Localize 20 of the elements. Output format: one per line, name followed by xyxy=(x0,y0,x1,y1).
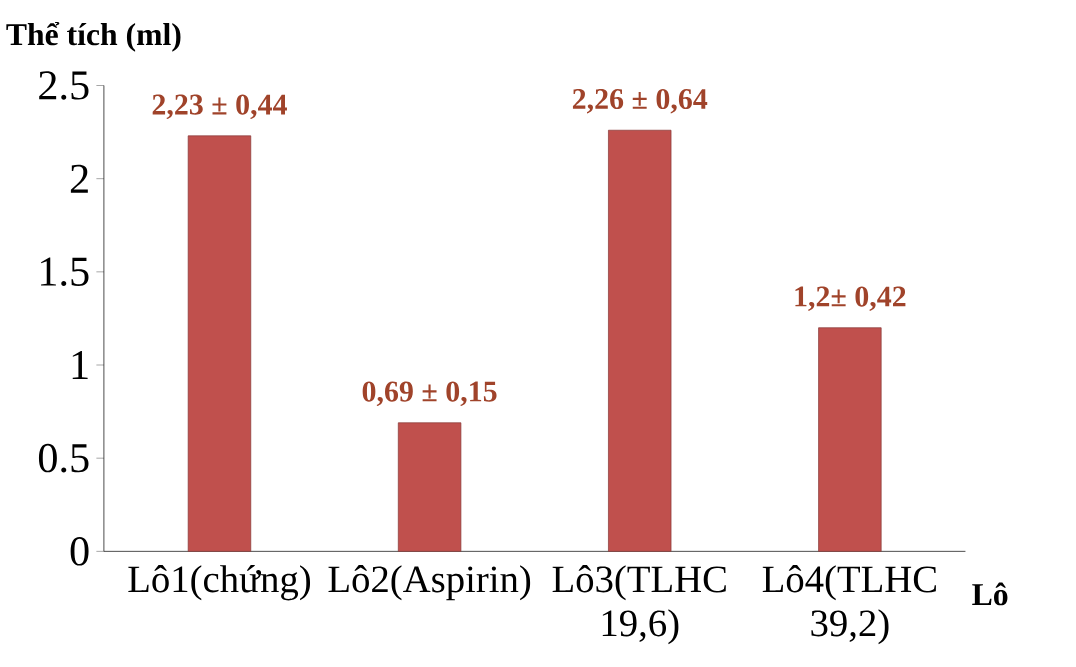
bar xyxy=(608,129,672,552)
x-tick-label: Lô1(chứng) xyxy=(128,565,311,601)
x-tick-label: Lô4(TLHC 39,2) xyxy=(762,565,936,645)
y-tick-label: 2 xyxy=(70,164,88,193)
y-axis-title: Thể tích (ml) xyxy=(6,21,181,52)
bar xyxy=(187,135,252,552)
x-tick-label: Lô3(TLHC 19,6) xyxy=(552,565,726,645)
y-tick-label: 1.5 xyxy=(41,257,89,287)
x-tick-label: Lô2(Aspirin) xyxy=(328,565,531,601)
x-axis-title: Lô xyxy=(972,582,1008,606)
data-label: 2,26 ± 0,64 xyxy=(572,88,708,114)
y-tick-label: 2.5 xyxy=(39,71,89,100)
bar xyxy=(818,327,882,552)
y-tick-label: 1 xyxy=(72,351,88,379)
y-tick-label: 0.5 xyxy=(38,443,89,473)
y-tick-label: 0 xyxy=(70,537,89,566)
data-label: 2,23 ± 0,44 xyxy=(152,94,287,120)
data-label: 0,69 ± 0,15 xyxy=(362,381,497,407)
bar xyxy=(397,422,462,552)
data-label: 1,2± 0,42 xyxy=(795,286,906,312)
